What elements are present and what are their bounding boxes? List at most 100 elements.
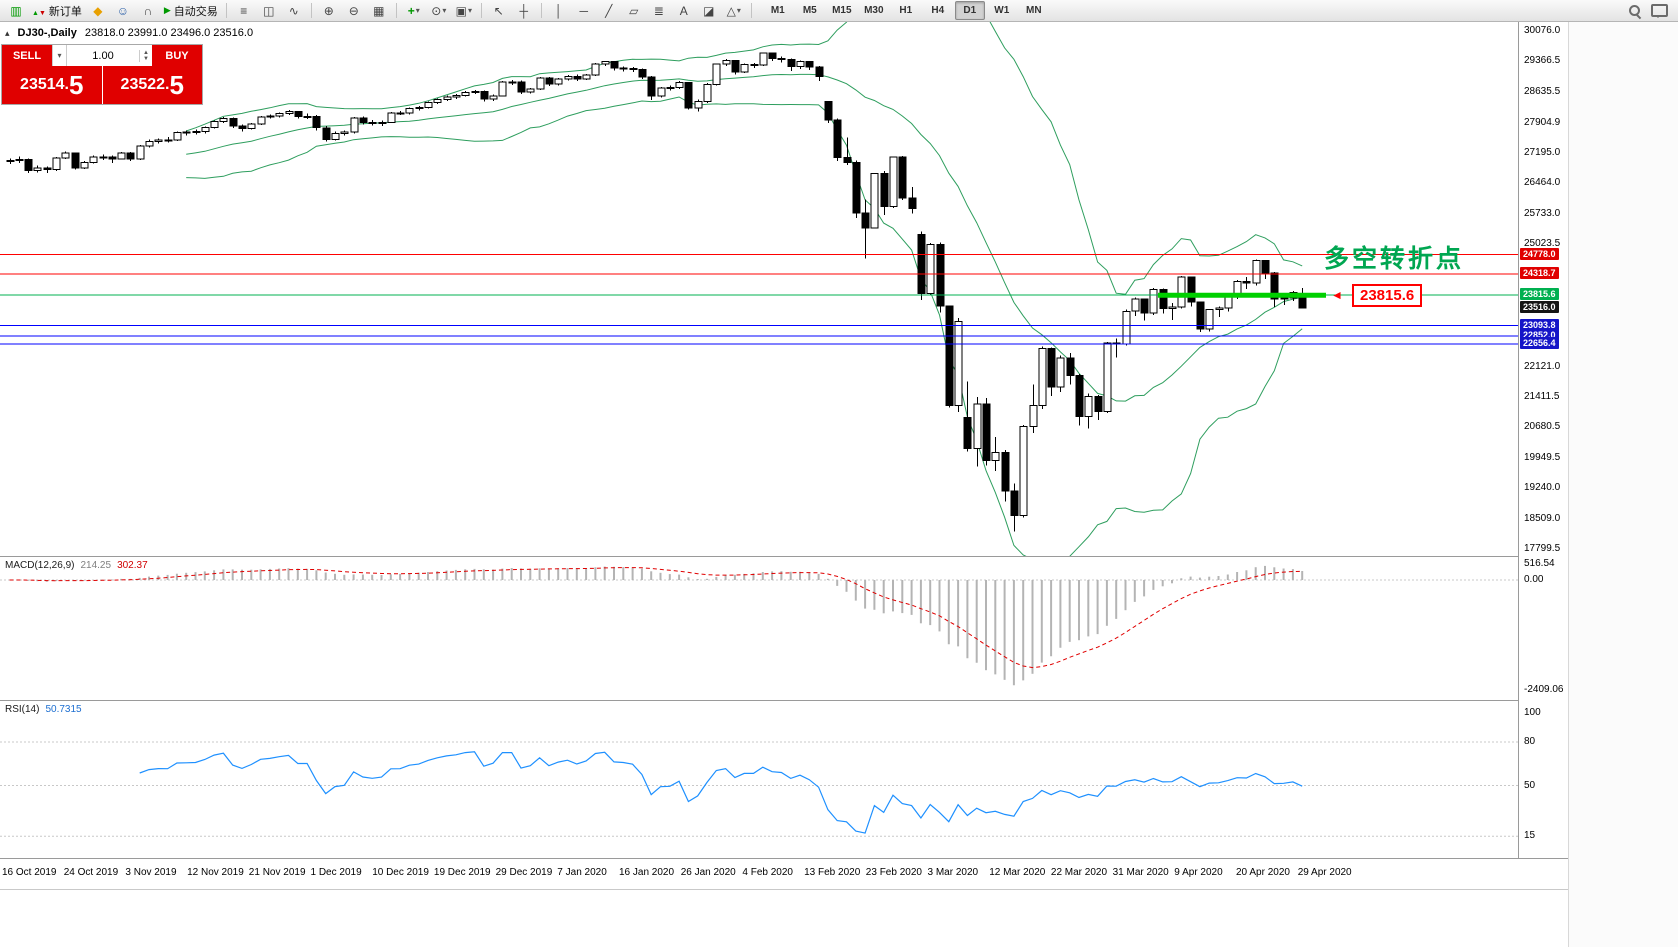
tile-windows-button[interactable]: ▦ [373,3,385,18]
support-icon[interactable]: ∩ [143,3,153,18]
candle-body [1103,342,1112,413]
date-label: 1 Dec 2019 [310,867,362,878]
zoom-in-button[interactable]: ⊕ [323,3,334,18]
timeframe-button-H4[interactable]: H4 [931,5,945,16]
bar-chart-mode-button[interactable]: ≡ [240,3,248,18]
templates-button[interactable]: ▣ ▾ [455,3,472,18]
candle-body [24,159,33,171]
candle-body [331,132,340,141]
date-label: 3 Nov 2019 [125,867,177,878]
order-type-dropdown[interactable]: ▾ [52,45,67,66]
volume-up-button[interactable]: ▲ [143,49,149,56]
zoom-out-button[interactable]: ⊖ [348,3,359,18]
timeframe-button-M30[interactable]: M30 [864,5,884,16]
volume-down-button[interactable]: ▼ [143,55,149,62]
pane-separator[interactable] [0,700,1568,701]
rsi-indicator-pane[interactable] [0,700,1518,858]
candle-body [694,101,703,109]
candle-body [991,452,1000,461]
channel-tool-button[interactable]: ▱ [629,3,639,18]
candle-body [526,88,535,93]
timeframe-button-M15[interactable]: M15 [832,5,852,16]
mql-community-icon[interactable]: ◆ [93,3,103,18]
timeframe-group: M1 M5 M15 M30 H1 H4 D1 W1 MN [763,1,1049,20]
candle-body [33,167,42,172]
volume-field: ▲ ▼ [67,45,152,66]
candle-body [545,77,554,85]
text-label-tool-button[interactable]: ◪ [703,3,715,18]
candle-body [80,162,89,169]
bollinger-lower-band [186,96,1303,556]
timeframe-button-W1[interactable]: W1 [994,5,1010,16]
fibonacci-tool-button[interactable]: ≣ [653,3,664,18]
candle-body [452,94,461,98]
new-order-button[interactable]: ▲▼ 新订单 [29,1,85,21]
timeframe-button-M1[interactable]: M1 [770,5,785,16]
date-label: 12 Mar 2020 [989,867,1046,878]
candle-body [1270,272,1279,300]
candle-body [1140,298,1149,314]
candle-body [340,131,349,134]
candle-body [731,59,740,73]
candle-body [1196,301,1205,330]
price-scale-label: 25733.0 [1524,208,1561,220]
shapes-tool-button[interactable]: △ ▾ [726,3,741,18]
cursor-tool-button[interactable]: ↖ [493,3,504,18]
candle-body [945,305,954,406]
candle-body [1066,357,1075,376]
search-icon[interactable] [1629,4,1641,17]
chat-icon[interactable] [1651,4,1668,18]
price-scale-label: 22121.0 [1524,360,1561,372]
sell-button[interactable]: SELL [2,45,52,66]
candle-body [861,212,870,229]
candle-body [843,156,852,164]
candle-body [722,59,731,65]
crosshair-tool-button[interactable]: ┼ [519,3,529,18]
vertical-line-tool-button[interactable]: │ [555,3,563,18]
timeframe-button-MN[interactable]: MN [1026,5,1042,16]
line-chart-mode-button[interactable]: ∿ [288,3,299,18]
indicators-button[interactable]: + ▾ [407,3,420,18]
candle-body [564,75,573,80]
candle-body [117,152,126,160]
sell-price-button[interactable]: 23514. 5 [2,66,102,104]
candle-chart-mode-button[interactable]: ◫ [263,3,275,18]
date-label: 26 Jan 2020 [680,867,736,878]
trendline-tool-button[interactable]: ╱ [605,3,613,18]
date-label: 12 Nov 2019 [187,867,244,878]
price-scale[interactable]: 30076.0 29366.5 28635.5 27904.9 27195.0 26464… [1518,22,1568,858]
candle-body [52,157,61,171]
profile-icon[interactable]: ☺ [116,3,129,18]
volume-input[interactable] [67,48,139,63]
periods-button[interactable]: ⊙ ▾ [431,3,447,18]
text-tool-button[interactable]: A [679,3,688,18]
candle-body [629,68,638,71]
main-price-chart[interactable] [0,22,1518,556]
timeframe-button-D1[interactable]: D1 [954,1,985,20]
candle-body [285,111,294,114]
time-scale[interactable]: 16 Oct 2019 24 Oct 2019 3 Nov 2019 12 Nov 2… [0,858,1568,890]
price-scale-label: 27195.0 [1524,146,1561,158]
candle-body [99,156,108,159]
buy-price-button[interactable]: 23522. 5 [102,66,202,104]
timeframe-button-M5[interactable]: M5 [802,5,817,16]
one-click-trading-panel: SELL ▾ ▲ ▼ BUY 23514.5 23522.5 [1,44,203,105]
one-click-collapse-icon[interactable]: ▴ [5,27,10,38]
timeframe-button-H1[interactable]: H1 [899,5,913,16]
date-label: 29 Apr 2020 [1297,867,1352,878]
autotrading-button[interactable]: ▶ 自动交易 [161,1,221,21]
price-tag-23516.0: 23516.0 [1520,300,1559,313]
bollinger-upper-band [186,22,1303,295]
macd-indicator-pane[interactable] [0,556,1518,700]
candle-body [1075,374,1084,417]
buy-button[interactable]: BUY [152,45,202,66]
horizontal-line-tool-button[interactable]: ─ [579,3,589,18]
candle-body [173,131,182,141]
pane-separator[interactable] [0,556,1568,557]
candle-body [759,52,768,66]
candle-body [1131,298,1140,312]
candles-group [6,52,1307,532]
price-level-callout[interactable]: 23815.6 [1352,284,1423,307]
candle-body [164,139,173,142]
main-toolbar: ▥ ▲▼ 新订单 ◆ ☺ ∩ ▶ 自动交易 ≡ ◫ ∿ ⊕ ⊖ ▦ + ▾ ⊙ ▾ … [0,0,1678,22]
